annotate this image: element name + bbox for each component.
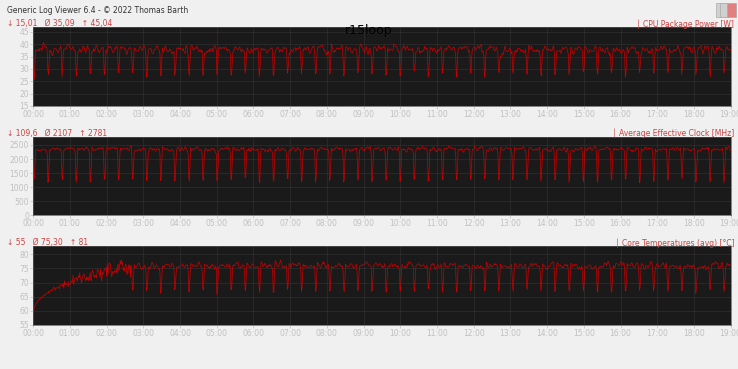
Text: │ Average Effective Clock [MHz]: │ Average Effective Clock [MHz] <box>612 129 734 138</box>
Text: ↓ 55   Ø 75,30   ↑ 81: ↓ 55 Ø 75,30 ↑ 81 <box>7 238 89 247</box>
Text: ↓ 109,6   Ø 2107   ↑ 2781: ↓ 109,6 Ø 2107 ↑ 2781 <box>7 129 108 138</box>
Text: │ Core Temperatures (avg) [°C]: │ Core Temperatures (avg) [°C] <box>615 238 734 248</box>
Bar <box>716 3 725 17</box>
Bar <box>727 3 736 17</box>
Bar <box>720 3 728 17</box>
Text: r15loop: r15loop <box>345 24 393 37</box>
Text: Generic Log Viewer 6.4 - © 2022 Thomas Barth: Generic Log Viewer 6.4 - © 2022 Thomas B… <box>7 6 189 15</box>
Text: │ CPU Package Power [W]: │ CPU Package Power [W] <box>636 19 734 29</box>
Text: ↓ 15,01   Ø 35,09   ↑ 45,04: ↓ 15,01 Ø 35,09 ↑ 45,04 <box>7 20 113 28</box>
